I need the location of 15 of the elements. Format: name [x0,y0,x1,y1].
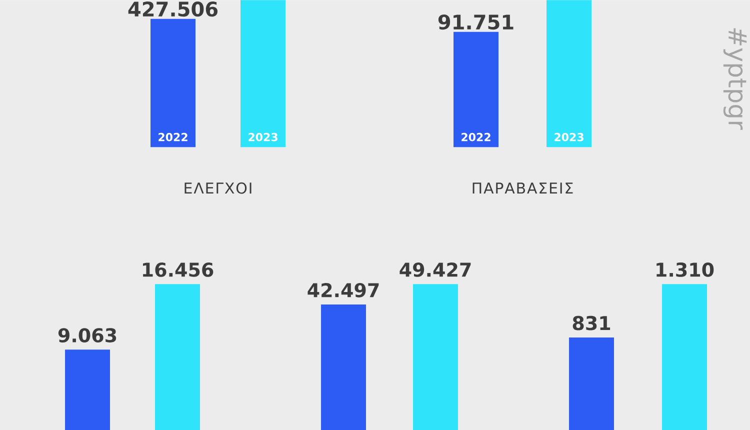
data-label: 49.427 [400,262,471,277]
data-label: 831 [572,316,610,330]
data-label: 42.497 [308,282,379,298]
x-tick-label: 2022 [462,132,490,142]
x-tick-label: 2023 [248,132,278,142]
data-label: 16.456 [142,262,214,277]
x-axis-title: ΠΑΡΑΒΑΣΕΙΣ [472,182,573,194]
data-label: 91.751 [438,14,514,30]
text: #yptpgr [723,28,747,130]
data-label: 1.310 [656,262,714,277]
x-axis-title: ΕΛΕΓΧΟΙ [184,182,252,194]
x-tick-label: 2022 [158,132,188,142]
x-tick-label: 2023 [554,132,584,142]
data-label: 427.506 [128,1,218,17]
data-label: 9.063 [58,328,116,342]
